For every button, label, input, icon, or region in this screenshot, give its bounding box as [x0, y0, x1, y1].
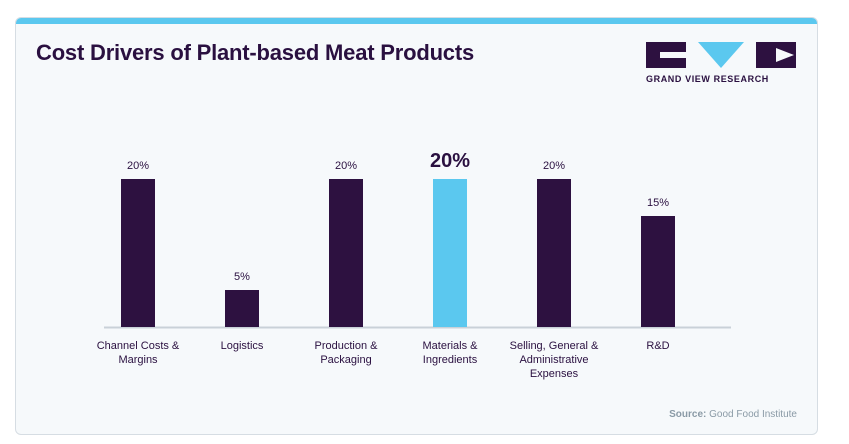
- bar: [641, 216, 675, 327]
- category-label: Production & Packaging: [315, 340, 379, 366]
- bar: [433, 179, 467, 327]
- category-label: R&D: [646, 340, 669, 352]
- data-label: 5%: [234, 271, 250, 283]
- source-label: Source:: [669, 409, 707, 420]
- bar-chart: 20% Channel Costs & Margins 5% Logistics 20% P…: [97, 150, 731, 380]
- category-label: Channel Costs & Margins: [97, 340, 180, 366]
- source-note: Source: Good Food Institute: [669, 409, 797, 420]
- bar: [537, 179, 571, 327]
- category-label: Selling, General & Administrative Expenses: [510, 340, 599, 380]
- bar: [225, 290, 259, 327]
- category-label: Materials & Ingredients: [422, 340, 478, 366]
- data-label: 20%: [430, 150, 470, 172]
- category-label: Logistics: [221, 340, 264, 352]
- source-text: Good Food Institute: [709, 409, 797, 420]
- data-label: 20%: [127, 160, 149, 172]
- data-label: 20%: [543, 160, 565, 172]
- bar: [329, 179, 363, 327]
- data-label: 20%: [335, 160, 357, 172]
- chart-title: Cost Drivers of Plant-based Meat Product…: [36, 40, 475, 65]
- logo-text: GRAND VIEW RESEARCH: [646, 74, 769, 84]
- accent-bar: [16, 18, 817, 24]
- bar: [121, 179, 155, 327]
- grand-view-research-logo-icon: [646, 42, 796, 68]
- data-label: 15%: [647, 197, 669, 209]
- chart-card: Cost Drivers of Plant-based Meat Product…: [15, 17, 818, 435]
